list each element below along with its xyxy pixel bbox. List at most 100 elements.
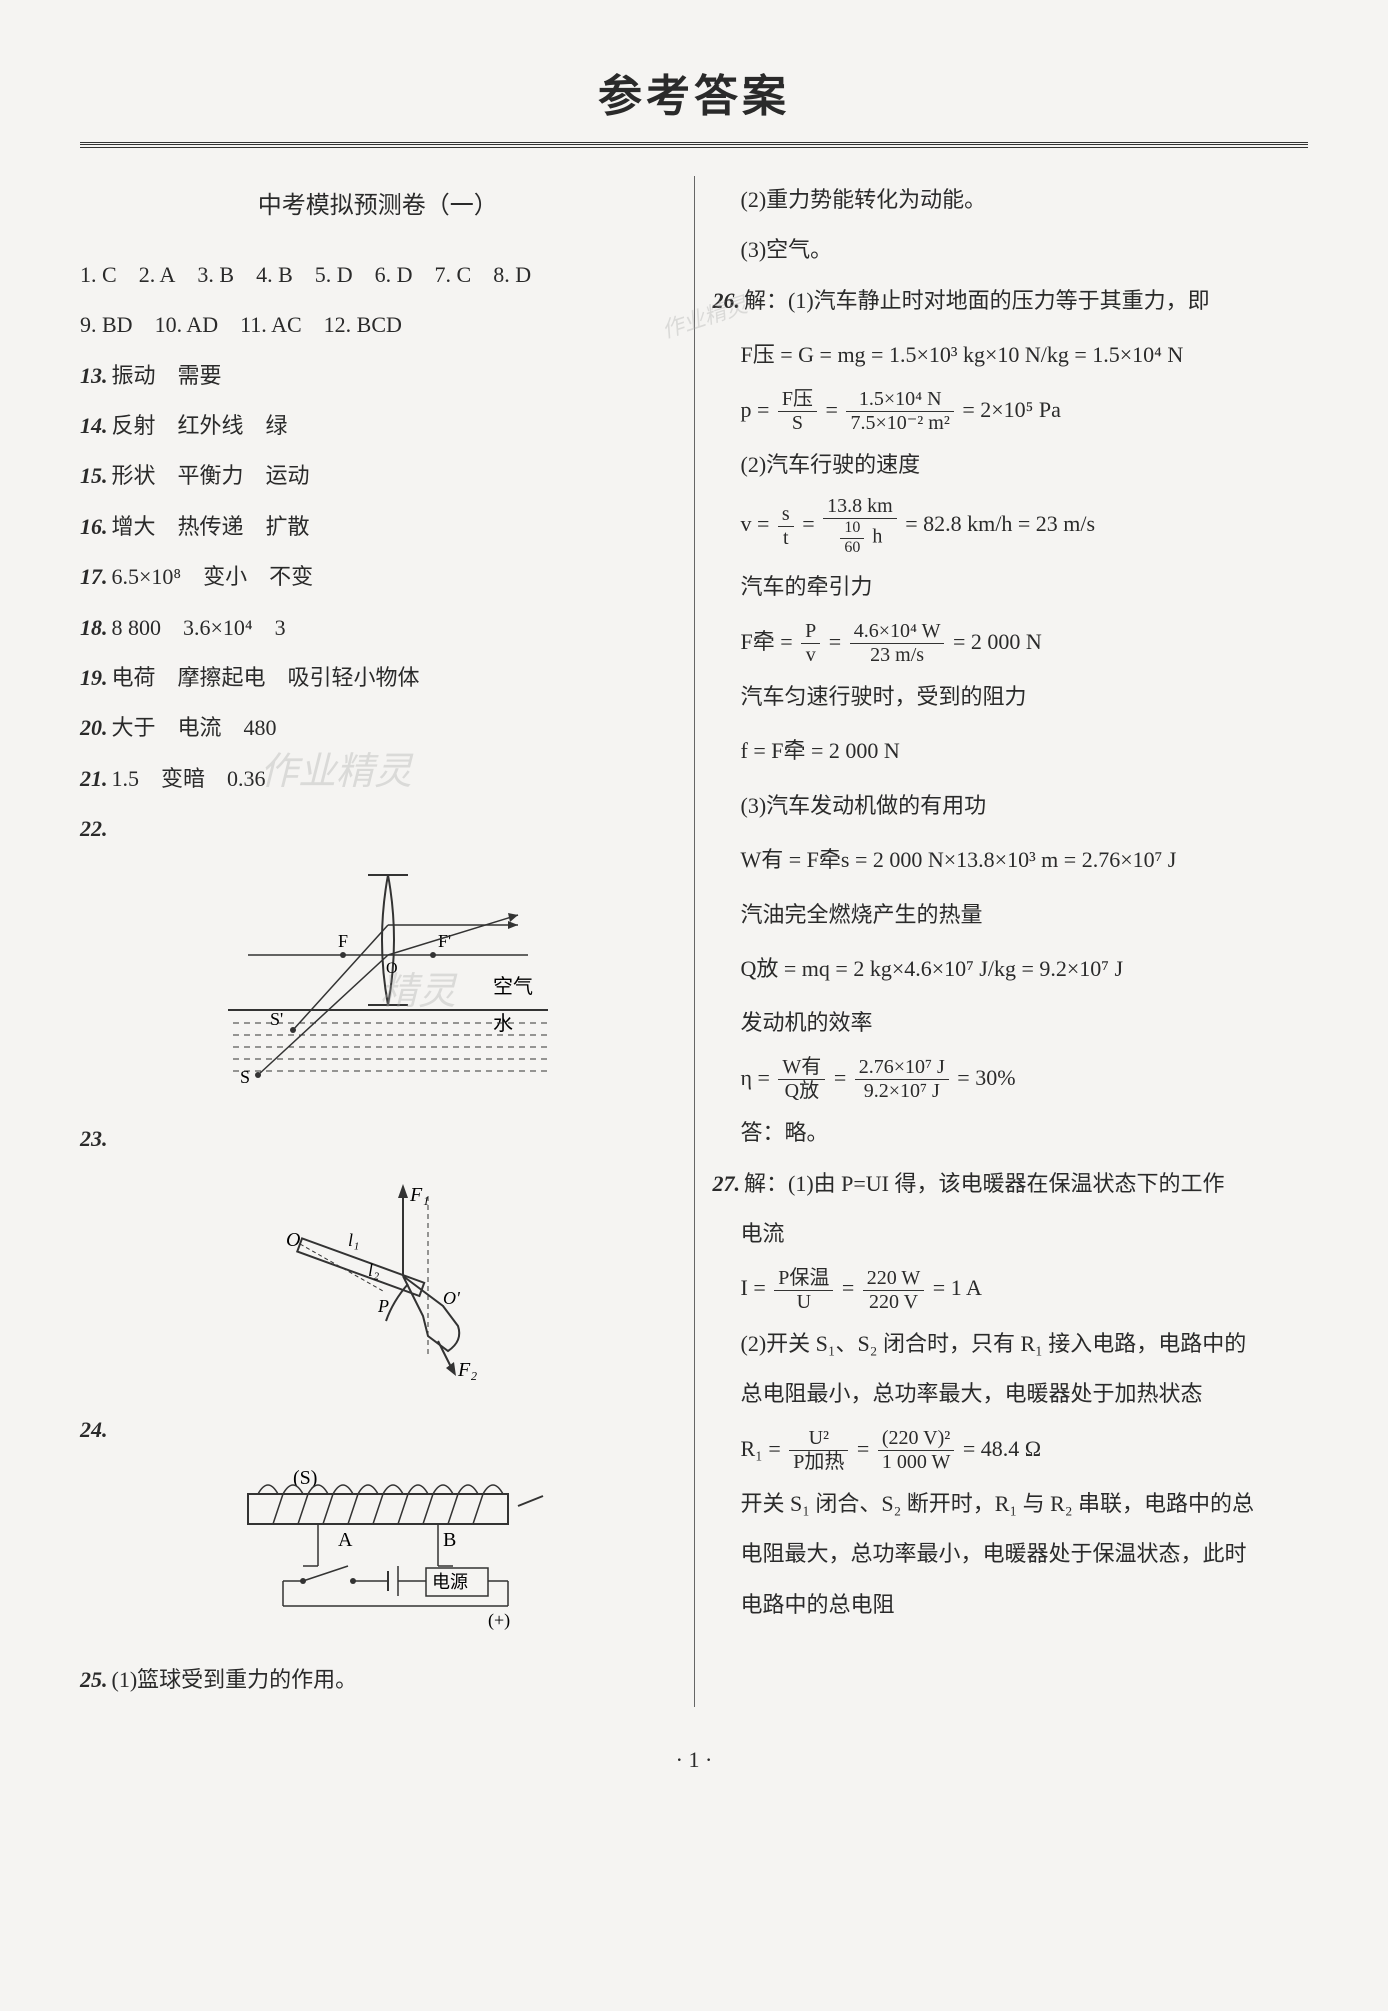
frac-num: s [778, 503, 794, 527]
answer-text: 反射 红外线 绿 [112, 413, 288, 438]
answer-q20: 20.大于 电流 480 [80, 704, 676, 752]
frac-den: S [778, 412, 817, 435]
fraction: U²P加热 [789, 1427, 848, 1474]
mc-answer: 9. BD [80, 301, 133, 349]
title-rule [80, 142, 1308, 148]
eq-part: I = [741, 1275, 766, 1300]
answer-q22: 22. [80, 805, 676, 853]
qnum: 18. [80, 615, 108, 640]
unit: h [867, 526, 882, 548]
equation: F牵 = Pv = 4.6×10⁴ W23 m/s = 2 000 N [713, 618, 1309, 667]
frac-den: v [801, 644, 820, 667]
label-l2: l₂ [368, 1260, 379, 1280]
qnum: 19. [80, 665, 108, 690]
eq-part: v = [741, 511, 770, 536]
answer-text: 8 800 3.6×10⁴ 3 [112, 615, 286, 640]
frac-num: U² [789, 1427, 848, 1451]
frac-den: U [774, 1291, 833, 1314]
nested-fraction: 1060 [840, 519, 864, 557]
mc-answer: 4. B [256, 251, 293, 299]
mc-answer: 3. B [197, 251, 234, 299]
qnum: 13. [80, 363, 108, 388]
fraction: (220 V)²1 000 W [878, 1427, 955, 1474]
equation: R₁ = U²P加热 = (220 V)²1 000 W = 48.4 Ω [713, 1425, 1309, 1474]
answer-q19: 19.电荷 摩擦起电 吸引轻小物体 [80, 654, 676, 702]
frac-den: 1060 h [823, 519, 897, 557]
answer-line: (3)汽车发动机做的有用功 [713, 782, 1309, 830]
fraction: P保温U [774, 1267, 833, 1314]
mc-answer: 1. C [80, 251, 117, 299]
label-l1: l₁ [348, 1230, 359, 1250]
answer-text: 形状 平衡力 运动 [112, 463, 310, 488]
label-F: F [338, 931, 348, 951]
qnum: 16. [80, 514, 108, 539]
answer-text: 振动 需要 [112, 363, 222, 388]
answer-line: (3)空气。 [713, 226, 1309, 274]
answer-line: 电流 [713, 1210, 1309, 1258]
answer-q14: 14.反射 红外线 绿 [80, 402, 676, 450]
answer-line: (2)开关 S₁、S₂ 闭合时，只有 R₁ 接入电路，电路中的 [713, 1320, 1309, 1368]
label-power: 电源 [432, 1572, 468, 1592]
label-O: O [386, 960, 398, 977]
answer-text: (1)篮球受到重力的作用。 [112, 1667, 358, 1692]
mc-answer: 12. BCD [324, 301, 402, 349]
equation: f = F牵 = 2 000 N [713, 727, 1309, 775]
answer-line: 总电阻最小，总功率最大，电暖器处于加热状态 [713, 1370, 1309, 1418]
answer-line: (2)汽车行驶的速度 [713, 441, 1309, 489]
equation: F压 = G = mg = 1.5×10³ kg×10 N/kg = 1.5×1… [713, 331, 1309, 379]
label-plus: (+) [488, 1610, 510, 1631]
equation: η = W有Q放 = 2.76×10⁷ J9.2×10⁷ J = 30% [713, 1054, 1309, 1103]
label-F1: F₁ [409, 1184, 429, 1206]
frac-num: 1.5×10⁴ N [846, 388, 953, 412]
columns-container: 中考模拟预测卷（一） 1. C 2. A 3. B 4. B 5. D 6. D… [80, 176, 1308, 1707]
column-left: 中考模拟预测卷（一） 1. C 2. A 3. B 4. B 5. D 6. D… [80, 176, 694, 1707]
equation: v = st = 13.8 km 1060 h = 82.8 km/h = 23… [713, 495, 1309, 557]
answer-line: (2)重力势能转化为动能。 [713, 176, 1309, 224]
figure-q22: F F' O 空气 水 S [80, 865, 676, 1095]
answer-q24: 24. [80, 1406, 676, 1454]
eq-part: = [842, 1275, 854, 1300]
answer-q23: 23. [80, 1115, 676, 1163]
label-O: O [286, 1229, 300, 1251]
frac-num: 220 W [863, 1267, 925, 1291]
answer-line: 答：略。 [713, 1109, 1309, 1157]
answer-q17: 17.6.5×10⁸ 变小 不变 [80, 553, 676, 601]
fraction: 1.5×10⁴ N7.5×10⁻² m² [846, 388, 953, 435]
label-Op: O' [443, 1288, 461, 1308]
qnum: 21. [80, 766, 108, 791]
answer-text: 解：(1)由 P=UI 得，该电暖器在保温状态下的工作 [744, 1171, 1225, 1196]
qnum: 15. [80, 463, 108, 488]
eq-part: = [829, 629, 841, 654]
answer-q26: 26.解：(1)汽车静止时对地面的压力等于其重力，即 [713, 277, 1309, 325]
label-Fp: F' [438, 931, 451, 951]
fraction: 2.76×10⁷ J9.2×10⁷ J [855, 1056, 949, 1103]
frac-den: Q放 [778, 1080, 825, 1103]
eq-part: = 1 A [933, 1275, 982, 1300]
equation: p = F压S = 1.5×10⁴ N7.5×10⁻² m² = 2×10⁵ P… [713, 386, 1309, 435]
qnum: 24. [80, 1417, 108, 1442]
frac-den: t [778, 527, 794, 550]
figure-q24: (S) A B [80, 1466, 676, 1636]
mc-answer: 10. AD [155, 301, 219, 349]
column-right: (2)重力势能转化为动能。 (3)空气。 26.解：(1)汽车静止时对地面的压力… [694, 176, 1309, 1707]
qnum: 25. [80, 1667, 108, 1692]
fraction: F压S [778, 388, 817, 435]
label-air: 空气 [493, 975, 533, 998]
eq-part: = [834, 1065, 846, 1090]
frac-den: 1 000 W [878, 1451, 955, 1474]
eq-part: = [857, 1436, 869, 1461]
answer-q25: 25.(1)篮球受到重力的作用。 [80, 1656, 676, 1704]
eq-part: = 48.4 Ω [963, 1436, 1041, 1461]
frac-num: 4.6×10⁴ W [850, 620, 945, 644]
frac-den: 7.5×10⁻² m² [846, 412, 953, 435]
qnum: 20. [80, 715, 108, 740]
frac-num: (220 V)² [878, 1427, 955, 1451]
answer-text: 1.5 变暗 0.36 [112, 766, 266, 791]
eq-part: = [826, 397, 838, 422]
frac-den: 23 m/s [850, 644, 945, 667]
section-heading: 中考模拟预测卷（一） [80, 180, 676, 233]
answer-line: 汽车的牵引力 [713, 563, 1309, 611]
answer-text: 6.5×10⁸ 变小 不变 [112, 564, 314, 589]
label-B: B [443, 1529, 456, 1551]
frac-den: 9.2×10⁷ J [855, 1080, 949, 1103]
